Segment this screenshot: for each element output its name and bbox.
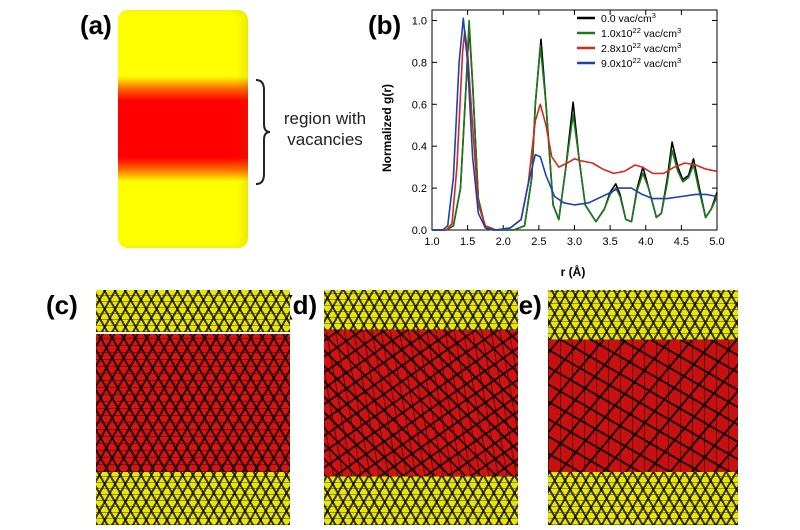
legend-label-1: 1.0x1022 vac/cm3 bbox=[601, 26, 681, 41]
panel-label-c: (c) bbox=[46, 290, 78, 320]
series-line-1 bbox=[432, 19, 718, 231]
md-snapshot-e bbox=[548, 290, 738, 525]
y-tick-label: 0.2 bbox=[412, 183, 427, 195]
vacancy-region bbox=[548, 340, 738, 472]
y-tick-label: 0.8 bbox=[412, 57, 427, 69]
region-label-line2: vacancies bbox=[287, 130, 363, 149]
legend-label-0: 0.0 vac/cm3 bbox=[601, 11, 656, 26]
region-brace bbox=[255, 79, 271, 185]
vacancy-region bbox=[96, 334, 290, 472]
x-tick-label: 1.0 bbox=[424, 236, 439, 248]
crystal-layer-top bbox=[324, 290, 518, 330]
crystal-layer-bottom bbox=[324, 476, 518, 525]
series-line-3 bbox=[432, 17, 718, 231]
crystal-layer-top bbox=[548, 290, 738, 340]
x-tick-label: 2.5 bbox=[531, 236, 546, 248]
y-tick-label: 0.4 bbox=[412, 141, 427, 153]
crystal-layer-bottom bbox=[96, 472, 290, 525]
md-snapshot-d bbox=[324, 290, 518, 525]
legend-label-3: 9.0x1022 vac/cm3 bbox=[601, 56, 681, 71]
y-axis-label: Normalized g(r) bbox=[380, 84, 394, 172]
y-tick-label: 1.0 bbox=[412, 15, 427, 27]
y-tick-label: 0.0 bbox=[412, 225, 427, 237]
chart-axes: 1.0 1.5 2.0 2.5 3.0 3.5 4.0 4.5 5.0 0.0 0.2 0.4 0.6 0… bbox=[412, 9, 725, 248]
x-axis-label: r (Å) bbox=[561, 264, 586, 279]
md-snapshot-c bbox=[96, 290, 290, 525]
chart-series-group bbox=[432, 17, 718, 231]
x-tick-label: 1.5 bbox=[460, 236, 475, 248]
crystal-layer-top bbox=[96, 290, 290, 332]
y-tick-label: 0.6 bbox=[412, 99, 427, 111]
gr-chart: 1.0 1.5 2.0 2.5 3.0 3.5 4.0 4.5 5.0 0.0 0.2 0.4 0.6 0… bbox=[380, 9, 725, 279]
x-tick-label: 4.0 bbox=[638, 236, 653, 248]
panel-label-b: (b) bbox=[368, 10, 402, 40]
region-label-line1: region with bbox=[283, 109, 367, 128]
legend-label-2: 2.8x1022 vac/cm3 bbox=[601, 41, 681, 56]
region-label: region with vacancies bbox=[270, 108, 380, 150]
x-tick-label: 2.0 bbox=[496, 236, 511, 248]
x-tick-label: 5.0 bbox=[709, 236, 724, 248]
crystal-layer-bottom bbox=[548, 472, 738, 525]
x-tick-label: 3.5 bbox=[602, 236, 617, 248]
layer-gap bbox=[96, 332, 290, 334]
x-tick-label: 3.0 bbox=[567, 236, 582, 248]
vacancy-region bbox=[324, 330, 518, 476]
panel-label-a: (a) bbox=[80, 10, 112, 40]
x-tick-label: 4.5 bbox=[674, 236, 689, 248]
slab-color-map bbox=[118, 10, 248, 248]
